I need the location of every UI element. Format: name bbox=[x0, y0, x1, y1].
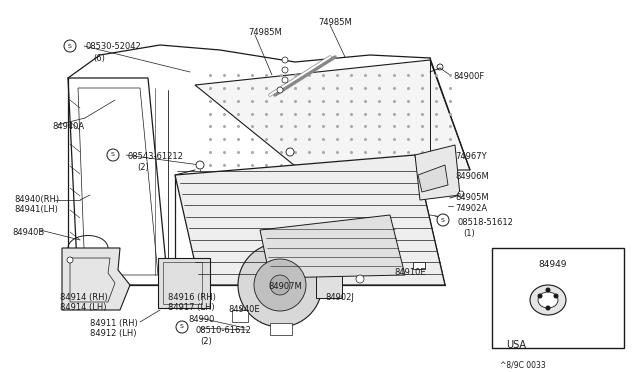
Text: 84917 (LH): 84917 (LH) bbox=[168, 303, 214, 312]
Text: S: S bbox=[111, 153, 115, 157]
Text: 74902A: 74902A bbox=[455, 204, 487, 213]
Polygon shape bbox=[316, 272, 342, 298]
Polygon shape bbox=[418, 165, 448, 192]
Text: 84900F: 84900F bbox=[453, 72, 484, 81]
Circle shape bbox=[277, 87, 283, 93]
Text: 74967Y: 74967Y bbox=[455, 152, 486, 161]
Polygon shape bbox=[195, 60, 470, 170]
Polygon shape bbox=[232, 310, 248, 322]
Text: 84902J: 84902J bbox=[325, 293, 354, 302]
Text: 84940E: 84940E bbox=[228, 305, 260, 314]
Text: 08518-51612: 08518-51612 bbox=[457, 218, 513, 227]
Ellipse shape bbox=[530, 285, 566, 315]
Text: 74985M: 74985M bbox=[318, 18, 352, 27]
Circle shape bbox=[270, 275, 290, 295]
Text: ^8/9C 0033: ^8/9C 0033 bbox=[500, 360, 546, 369]
Text: S: S bbox=[441, 218, 445, 222]
Bar bbox=[492, 248, 624, 348]
Circle shape bbox=[545, 288, 550, 292]
Text: 84905M: 84905M bbox=[455, 193, 488, 202]
Text: 84949: 84949 bbox=[538, 260, 566, 269]
Text: 84940(RH): 84940(RH) bbox=[14, 195, 59, 204]
Circle shape bbox=[64, 40, 76, 52]
Text: 84940B: 84940B bbox=[12, 228, 44, 237]
Text: S: S bbox=[180, 324, 184, 330]
Text: 84916 (RH): 84916 (RH) bbox=[168, 293, 216, 302]
Text: 84914 (RH): 84914 (RH) bbox=[60, 293, 108, 302]
Circle shape bbox=[538, 294, 543, 298]
Text: 84990: 84990 bbox=[188, 315, 214, 324]
Circle shape bbox=[176, 321, 188, 333]
Text: 74985M: 74985M bbox=[248, 28, 282, 37]
Text: S: S bbox=[68, 44, 72, 48]
Circle shape bbox=[282, 57, 288, 63]
Circle shape bbox=[67, 257, 73, 263]
Circle shape bbox=[282, 67, 288, 73]
Polygon shape bbox=[270, 323, 292, 335]
Text: 84910E: 84910E bbox=[394, 268, 426, 277]
Circle shape bbox=[282, 77, 288, 83]
Text: USA: USA bbox=[506, 340, 526, 350]
Polygon shape bbox=[158, 258, 210, 308]
Circle shape bbox=[196, 161, 204, 169]
Polygon shape bbox=[415, 145, 460, 200]
Polygon shape bbox=[62, 248, 130, 310]
Bar bbox=[413, 262, 425, 269]
Circle shape bbox=[554, 294, 559, 298]
Circle shape bbox=[107, 149, 119, 161]
Text: 84941(LH): 84941(LH) bbox=[14, 205, 58, 214]
Text: 08530-52042: 08530-52042 bbox=[86, 42, 141, 51]
Text: 84914 (LH): 84914 (LH) bbox=[60, 303, 106, 312]
Circle shape bbox=[254, 259, 306, 311]
Circle shape bbox=[286, 148, 294, 156]
Circle shape bbox=[458, 191, 464, 197]
Polygon shape bbox=[260, 215, 405, 278]
Text: (2): (2) bbox=[137, 163, 148, 172]
Polygon shape bbox=[175, 155, 445, 285]
Text: 84907M: 84907M bbox=[268, 282, 301, 291]
Circle shape bbox=[437, 214, 449, 226]
Circle shape bbox=[356, 275, 364, 283]
Circle shape bbox=[545, 305, 550, 311]
Text: 84940A: 84940A bbox=[52, 122, 84, 131]
Text: 84906M: 84906M bbox=[455, 172, 489, 181]
Circle shape bbox=[238, 243, 322, 327]
Text: 08510-61612: 08510-61612 bbox=[196, 326, 252, 335]
Text: (6): (6) bbox=[93, 54, 105, 63]
Text: 84912 (LH): 84912 (LH) bbox=[90, 329, 136, 338]
Ellipse shape bbox=[538, 292, 558, 308]
Text: (1): (1) bbox=[463, 229, 475, 238]
Text: 84911 (RH): 84911 (RH) bbox=[90, 319, 138, 328]
Text: 08543-61212: 08543-61212 bbox=[128, 152, 184, 161]
Text: (2): (2) bbox=[200, 337, 212, 346]
